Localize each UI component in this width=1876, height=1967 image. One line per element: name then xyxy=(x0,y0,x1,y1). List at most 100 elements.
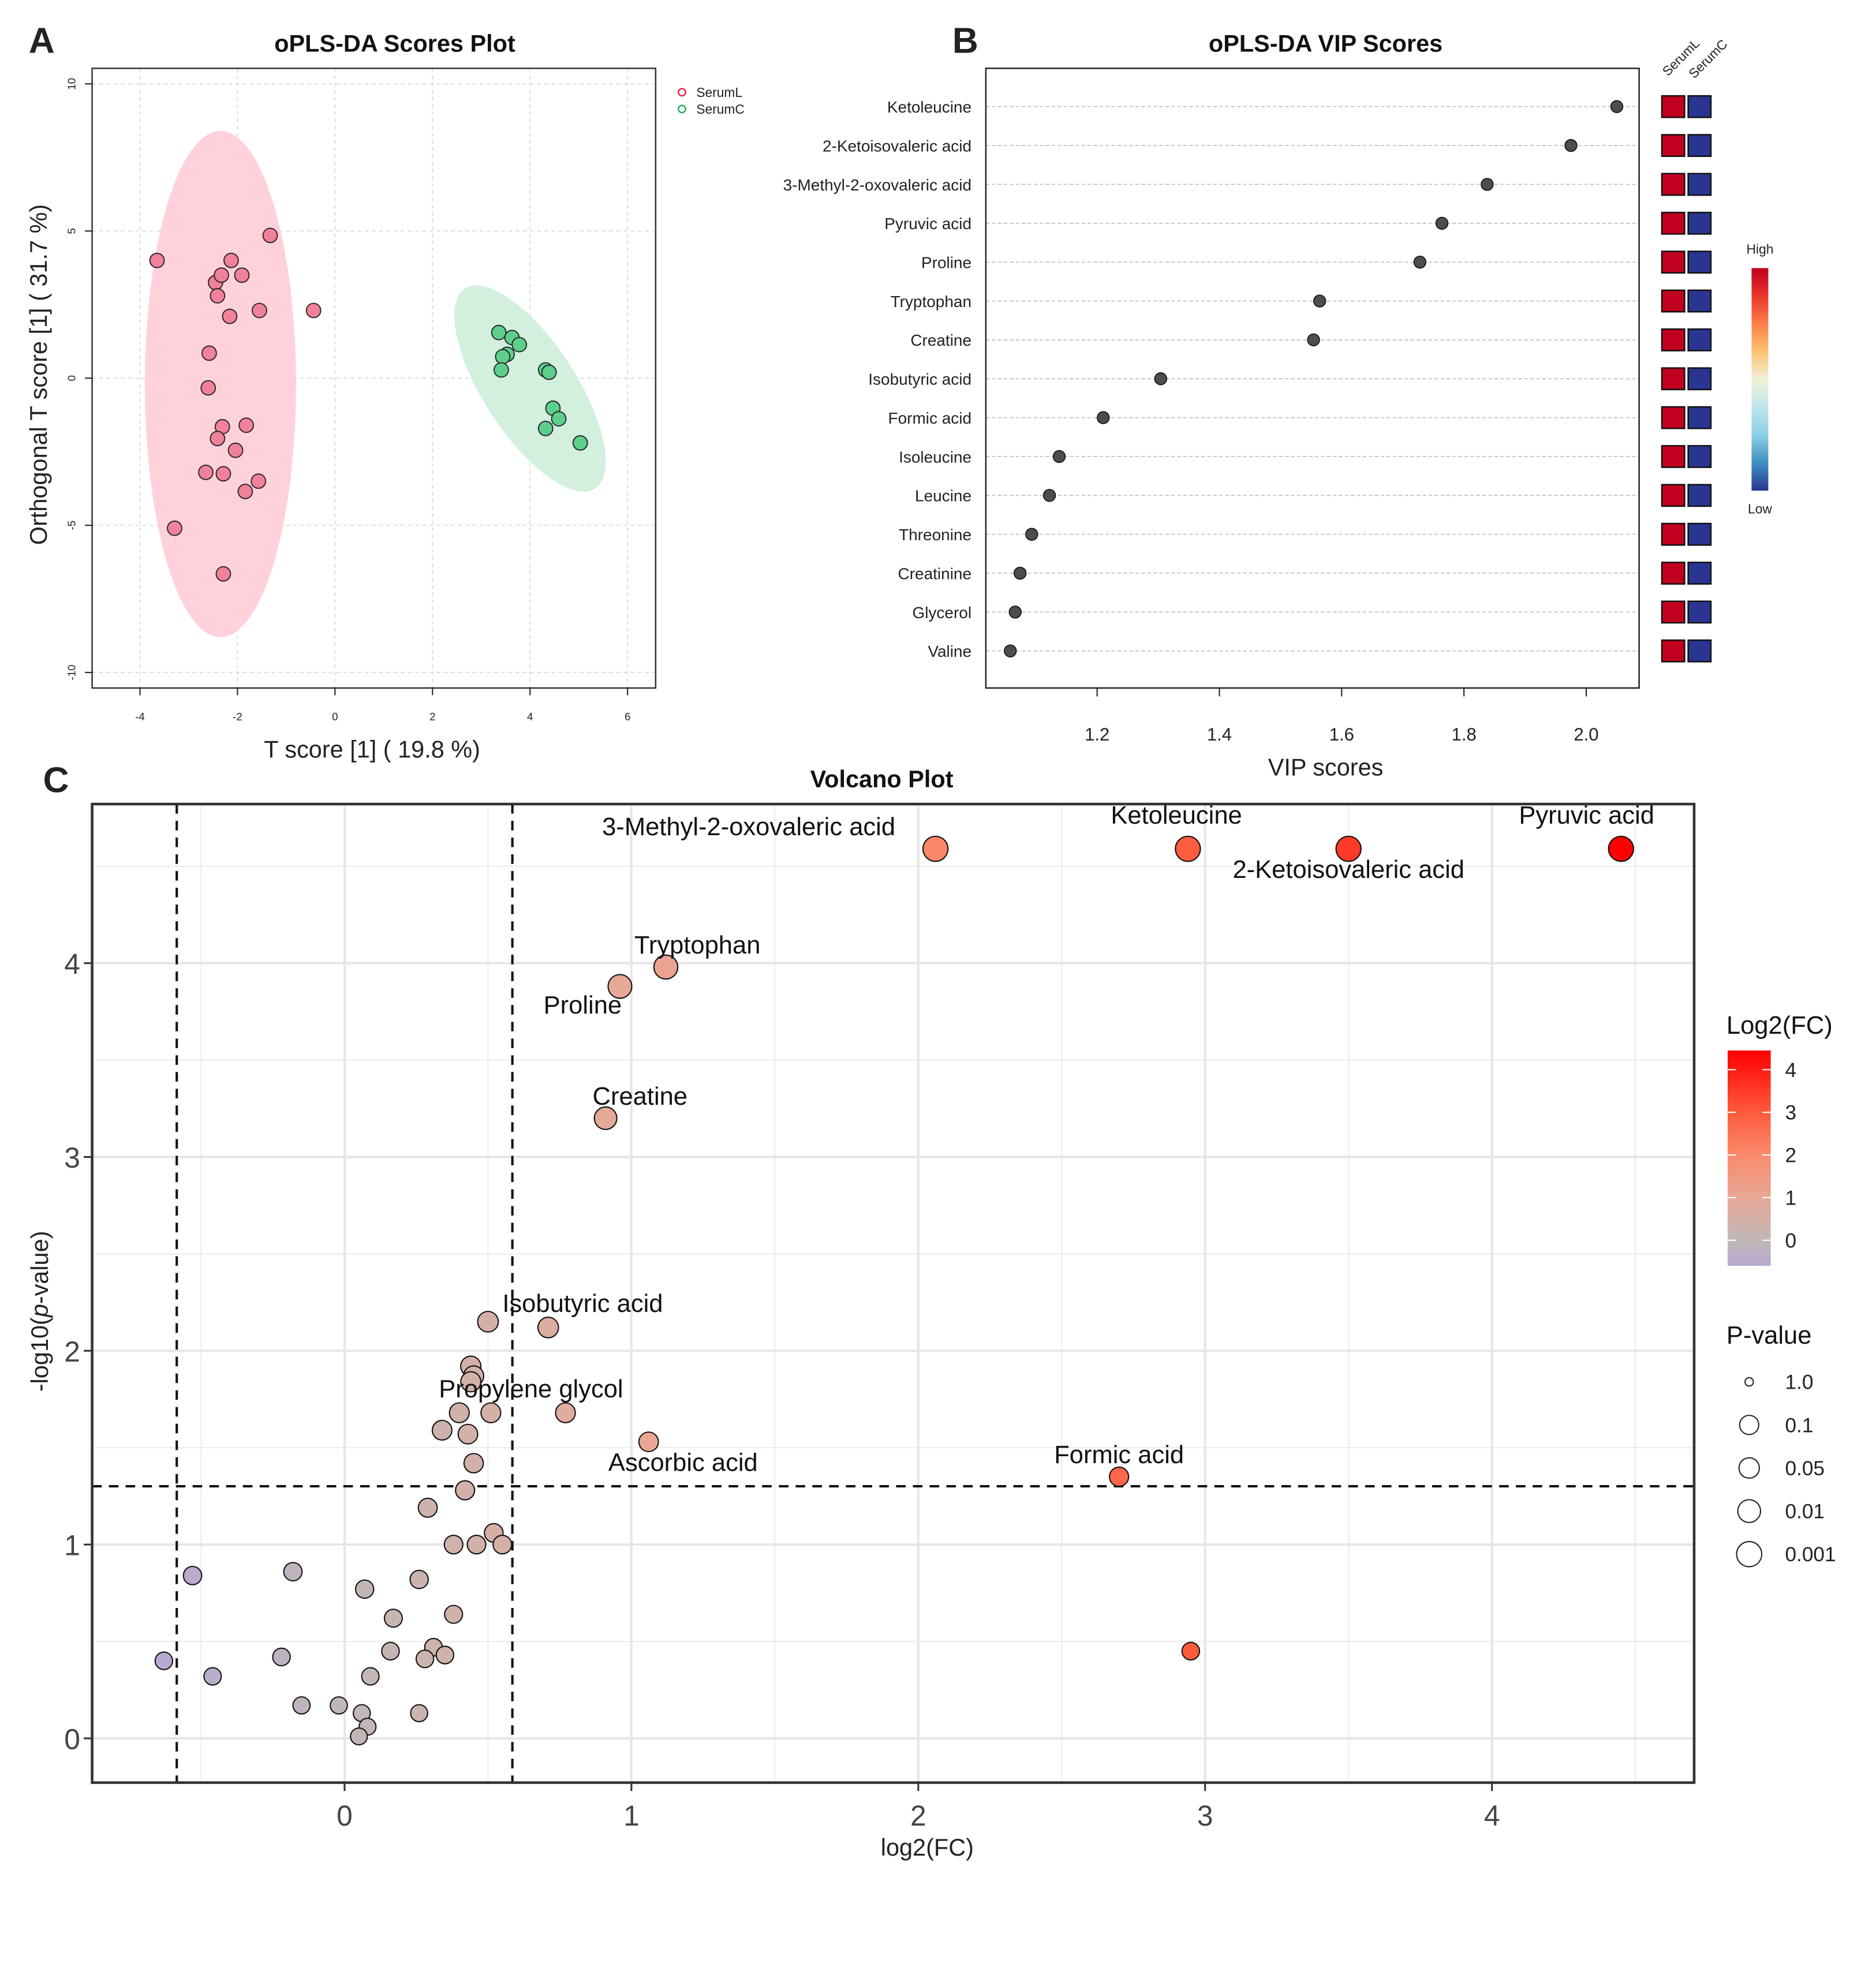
score-point-seruml xyxy=(210,288,226,304)
volcano-labels: 3-Methyl-2-oxovaleric acid Ketoleucine 2-K… xyxy=(439,802,1654,1476)
scores-x-axis-title: T score [1] ( 19.8 %) xyxy=(264,735,480,762)
volcano-point-pyruvic-acid xyxy=(1608,835,1634,862)
vip-point xyxy=(1042,489,1056,502)
pvalue-legend-item: 1.0 xyxy=(1744,1371,1813,1394)
vip-row-proline: Proline xyxy=(921,254,1639,272)
volcano-thresholds xyxy=(92,804,1694,1783)
volcano-point-ketoleucine xyxy=(1175,835,1201,862)
volcano-plot-title: Volcano Plot xyxy=(810,765,954,792)
volcano-point xyxy=(435,1646,455,1665)
volcano-label-ascorbic-acid: Ascorbic acid xyxy=(608,1449,758,1477)
volcano-x-tick-label: 2 xyxy=(910,1800,926,1832)
vip-plot: oPLS-DA VIP Scores Ketoleucine 2-Ketoisov… xyxy=(783,29,1774,780)
legend-marker-serumC xyxy=(677,104,686,114)
scores-x-ticks: -4 -2 0 2 4 6 xyxy=(135,688,630,723)
vip-point xyxy=(1435,216,1449,230)
volcano-point xyxy=(537,1317,559,1338)
volcano-point xyxy=(417,1497,438,1518)
vip-row-pyruvic-acid: Pyruvic acid xyxy=(884,215,1639,233)
score-point-serumc xyxy=(541,364,557,380)
volcano-point xyxy=(457,1423,479,1445)
pvalue-legend-marker xyxy=(1736,1540,1763,1568)
volcano-point xyxy=(480,1402,502,1423)
scores-x-tick-label: 2 xyxy=(429,710,435,723)
score-point-serumc xyxy=(495,349,511,365)
pvalue-legend-item: 0.1 xyxy=(1739,1414,1813,1437)
score-point-seruml xyxy=(215,466,231,482)
pvalue-legend-label: 0.05 xyxy=(1785,1457,1825,1480)
vip-point xyxy=(1008,605,1022,619)
log2fc-ticks: 4 3 2 1 0 xyxy=(1727,1059,1796,1252)
vip-x-tick-label: 1.8 xyxy=(1452,724,1477,745)
score-point-seruml xyxy=(222,308,238,324)
legend-item-serumC: SerumC xyxy=(677,102,745,117)
heatmap-cell-threonine-serumc xyxy=(1687,522,1712,546)
volcano-point-formic-acid xyxy=(1109,1466,1130,1487)
volcano-point xyxy=(350,1727,368,1746)
vip-row-isoleucine: Isoleucine xyxy=(899,448,1639,466)
log2fc-colorbar xyxy=(1727,1050,1771,1266)
volcano-x-axis-title: log2(FC) xyxy=(881,1834,974,1861)
volcano-label-propylene-glycol: Propylene glycol xyxy=(439,1375,623,1403)
scores-legend: SerumL SerumC xyxy=(677,85,745,117)
volcano-y-ticks: 0 1 2 3 4 xyxy=(64,948,92,1756)
pvalue-legend-marker xyxy=(1737,1499,1762,1523)
volcano-point xyxy=(154,1651,174,1670)
vip-point xyxy=(1307,333,1320,347)
y-title-prefix: -log10( xyxy=(26,1317,53,1392)
legend-label-serumL: SerumL xyxy=(696,85,742,100)
pvalue-legend-marker xyxy=(1744,1377,1754,1387)
score-point-seruml xyxy=(238,417,255,433)
scores-x-tick-label: 6 xyxy=(625,710,630,723)
score-point-seruml xyxy=(262,227,278,244)
score-point-seruml xyxy=(223,252,239,268)
scores-points xyxy=(149,227,588,582)
volcano-y-tick-label: 4 xyxy=(64,948,80,980)
vip-point xyxy=(1481,178,1494,191)
volcano-point xyxy=(466,1534,487,1555)
heatmap-cell-creatine-seruml xyxy=(1661,328,1686,351)
volcano-x-tick-label: 1 xyxy=(623,1800,640,1832)
vip-point xyxy=(1097,411,1110,424)
vip-point xyxy=(1014,566,1027,580)
vip-category-label: Pyruvic acid xyxy=(884,215,971,233)
panel-letter-b: B xyxy=(952,21,978,61)
volcano-point xyxy=(460,1371,481,1393)
volcano-point xyxy=(415,1650,435,1669)
volcano-point xyxy=(443,1534,464,1555)
volcano-label-2-ketoisovaleric-acid: 2-Ketoisovaleric acid xyxy=(1232,856,1464,884)
vip-point xyxy=(1564,139,1578,152)
pvalue-legend-marker xyxy=(1738,1457,1760,1479)
score-point-serumc xyxy=(537,421,554,436)
vip-plot-title: oPLS-DA VIP Scores xyxy=(1209,29,1442,57)
volcano-point xyxy=(361,1667,380,1686)
score-point-seruml xyxy=(201,345,217,361)
pvalue-legend-label: 0.1 xyxy=(1785,1414,1813,1437)
vip-category-label: Isoleucine xyxy=(899,448,971,466)
heatmap-cell-proline-seruml xyxy=(1661,250,1686,274)
scores-y-axis-title: Orthogonal T score [1] ( 31.7 %) xyxy=(25,204,52,545)
volcano-point-proline xyxy=(607,974,633,999)
vip-plot-frame xyxy=(985,68,1640,689)
vip-rows: Ketoleucine 2-Ketoisovaleric acid 3-Methyl… xyxy=(783,98,1639,660)
volcano-point xyxy=(444,1605,464,1624)
heatmap-cell-creatine-serumc xyxy=(1687,328,1712,351)
vip-x-ticks: 1.2 1.4 1.6 1.8 2.0 xyxy=(1085,688,1599,745)
pvalue-legend-item: 0.01 xyxy=(1737,1499,1825,1523)
vip-row-3-methyl-2-oxovaleric-acid: 3-Methyl-2-oxovaleric acid xyxy=(783,176,1639,194)
vip-category-label: Creatinine xyxy=(898,564,972,582)
heatmap-cell-2-ketoisovaleric-acid-serumc xyxy=(1687,134,1712,157)
volcano-point xyxy=(203,1667,222,1686)
volcano-point xyxy=(182,1565,203,1585)
confidence-ellipse-serumc xyxy=(454,285,606,492)
vip-colorbar: High Low xyxy=(1747,242,1774,517)
score-point-seruml xyxy=(237,484,253,499)
panel-letter-c: C xyxy=(43,760,69,800)
vip-row-isobutyric-acid: Isobutyric acid xyxy=(868,371,1639,388)
volcano-plot: Volcano Plot 3-Methyl-2-oxovaleric acid K… xyxy=(26,765,1836,1861)
volcano-label-ketoleucine: Ketoleucine xyxy=(1111,802,1242,829)
volcano-label-creatine: Creatine xyxy=(593,1083,687,1110)
scores-plot: oPLS-DA Scores Plot -4 -2 0 2 4 6 -10 -5 0 5 10 T… xyxy=(25,29,745,762)
volcano-point xyxy=(330,1696,348,1715)
